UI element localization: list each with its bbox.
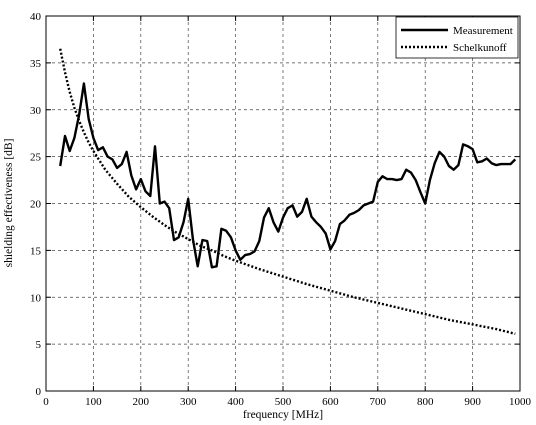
y-tick-label: 0 xyxy=(36,386,42,398)
x-tick-label: 500 xyxy=(275,396,292,408)
y-tick-label: 35 xyxy=(30,58,42,70)
y-tick-label: 5 xyxy=(36,339,42,351)
tick-labels: 0 100 200 300 400 500 600 700 800 900 1000 0 5 10 15 20… xyxy=(30,11,532,408)
x-tick-label: 300 xyxy=(180,396,197,408)
y-tick-label: 25 xyxy=(30,152,42,164)
y-tick-label: 10 xyxy=(30,292,42,304)
legend-box xyxy=(395,16,519,59)
series-line-schelkunoff xyxy=(59,48,516,335)
x-tick-label: 800 xyxy=(417,396,434,408)
x-tick-label: 100 xyxy=(85,396,102,408)
legend-label-measurement: Measurement xyxy=(453,25,513,37)
x-tick-label: 700 xyxy=(370,396,387,408)
y-axis-label: shielding effectiveness [dB] xyxy=(3,139,15,268)
y-tick-label: 20 xyxy=(30,199,42,211)
x-axis-label: frequency [MHz] xyxy=(243,409,323,421)
legend: Measurement Schelkunoff xyxy=(395,16,519,59)
x-tick-label: 0 xyxy=(43,396,49,408)
x-tick-label: 400 xyxy=(227,396,244,408)
x-tick-label: 900 xyxy=(464,396,481,408)
series-group xyxy=(59,48,517,335)
y-tick-label: 30 xyxy=(30,105,42,117)
series-line-measurement xyxy=(59,82,517,269)
x-tick-label: 1000 xyxy=(509,396,532,408)
legend-label-schelkunoff: Schelkunoff xyxy=(453,42,507,54)
y-tick-label: 15 xyxy=(30,245,42,257)
x-tick-label: 200 xyxy=(133,396,150,408)
y-tick-label: 40 xyxy=(30,11,42,23)
x-tick-label: 600 xyxy=(322,396,339,408)
